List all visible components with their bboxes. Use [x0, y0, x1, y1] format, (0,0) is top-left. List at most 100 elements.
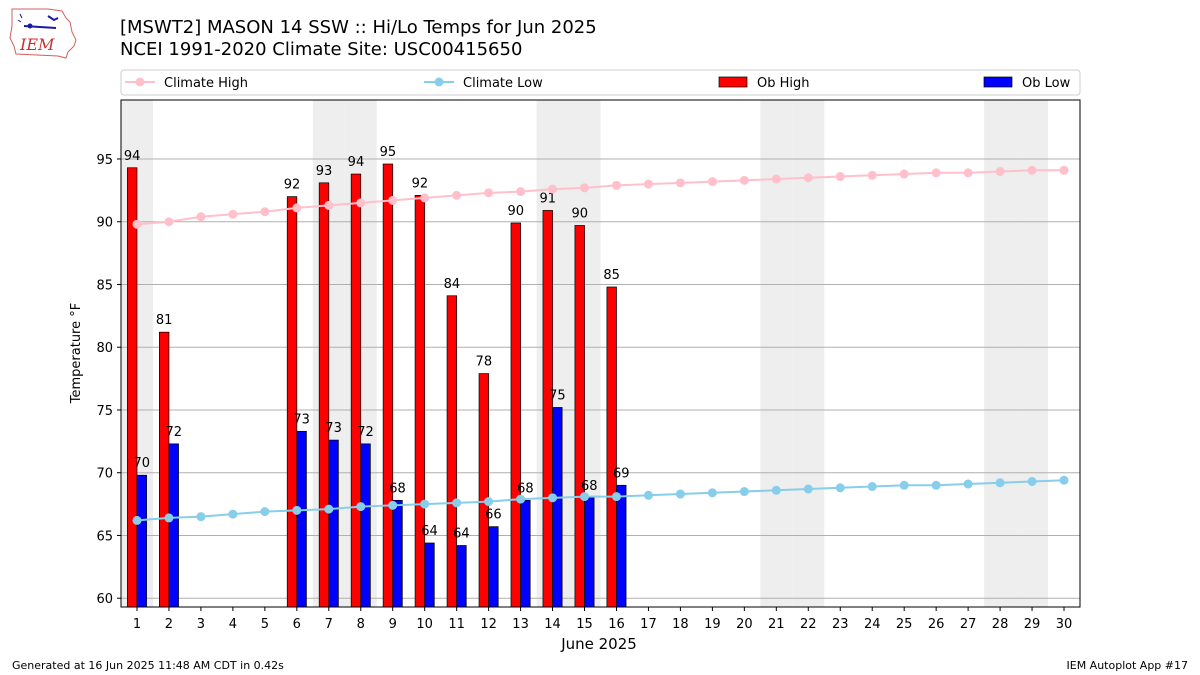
climate-high-point	[260, 207, 270, 217]
ob-low-label: 68	[517, 481, 534, 496]
x-tick-label: 21	[768, 617, 785, 632]
x-tick-label: 10	[416, 617, 433, 632]
climate-low-point	[899, 480, 909, 490]
x-tick-label: 28	[992, 617, 1009, 632]
climate-high-point	[516, 187, 526, 197]
climate-low-point	[388, 500, 398, 510]
x-tick-label: 26	[928, 617, 945, 632]
weekend-shade	[792, 100, 825, 607]
climate-low-point	[643, 490, 653, 500]
x-tick-label: 9	[389, 617, 397, 632]
ob-high-bar	[574, 225, 585, 608]
climate-high-point	[771, 174, 781, 184]
climate-high-point	[835, 172, 845, 182]
climate-high-point	[324, 200, 334, 210]
ob-high-label: 94	[124, 149, 141, 164]
y-tick-label: 65	[96, 529, 113, 544]
x-tick-label: 8	[357, 617, 365, 632]
x-tick-label: 5	[261, 617, 269, 632]
ob-high-bar	[382, 163, 394, 608]
climate-low-point	[867, 482, 877, 492]
climate-high-point	[292, 203, 302, 213]
ob-high-bar	[510, 222, 521, 608]
legend-marker-swatch	[434, 77, 444, 87]
x-tick-label: 4	[229, 617, 237, 632]
ob-low-bar	[328, 439, 339, 608]
ob-high-label: 81	[156, 313, 173, 328]
ob-low-bar	[456, 545, 467, 608]
ob-high-bar	[606, 286, 617, 608]
x-tick-label: 6	[293, 617, 301, 632]
x-tick-label: 23	[832, 617, 849, 632]
ob-low-bar	[296, 430, 307, 608]
climate-low-point	[356, 502, 366, 512]
climate-low-point	[228, 509, 238, 519]
climate-high-point	[707, 177, 717, 187]
logo-text: IEM	[19, 35, 55, 54]
y-tick-label: 95	[96, 153, 113, 168]
ob-low-label: 68	[581, 479, 598, 494]
x-tick-label: 3	[197, 617, 205, 632]
y-tick-label: 60	[96, 592, 113, 607]
x-tick-label: 20	[736, 617, 753, 632]
ob-low-label: 70	[134, 456, 151, 471]
ob-high-bar	[446, 295, 457, 608]
climate-low-point	[707, 488, 717, 498]
ob-low-bar	[360, 443, 371, 608]
y-tick-label: 85	[96, 278, 113, 293]
generated-footer: Generated at 16 Jun 2025 11:48 AM CDT in…	[12, 659, 284, 672]
climate-low-point	[452, 498, 462, 508]
ob-low-bar	[552, 407, 563, 608]
chart-title: [MSWT2] MASON 14 SSW :: Hi/Lo Temps for …	[120, 17, 597, 38]
x-tick-label: 1	[133, 617, 141, 632]
climate-low-point	[931, 480, 941, 490]
climate-low-point	[1059, 475, 1069, 485]
ob-low-label: 73	[293, 412, 310, 427]
x-tick-label: 25	[896, 617, 913, 632]
climate-high-line	[136, 169, 1065, 226]
ob-low-label: 72	[357, 425, 374, 440]
x-tick-label: 19	[704, 617, 721, 632]
ob-high-label: 85	[603, 268, 620, 283]
weekend-shade	[760, 100, 793, 607]
climate-low-point	[292, 505, 302, 515]
climate-high-point	[580, 183, 590, 193]
climate-low-point	[580, 492, 590, 502]
x-tick-label: 2	[165, 617, 173, 632]
ob-high-label: 92	[284, 178, 301, 193]
climate-high-point	[739, 175, 749, 185]
ob-low-bar	[616, 484, 627, 608]
legend-label: Ob Low	[1022, 76, 1071, 91]
climate-low-point	[196, 512, 206, 522]
climate-low-point	[1027, 477, 1037, 487]
x-tick-label: 14	[544, 617, 561, 632]
x-tick-label: 18	[672, 617, 689, 632]
x-tick-label: 22	[800, 617, 817, 632]
ob-low-label: 69	[613, 466, 630, 481]
ob-low-bar	[520, 499, 531, 608]
climate-high-point	[867, 170, 877, 180]
ob-low-bar	[584, 497, 595, 608]
x-tick-label: 30	[1056, 617, 1073, 632]
ob-high-bar	[414, 195, 426, 608]
climate-high-point	[164, 217, 174, 227]
climate-high-point	[356, 198, 366, 208]
ob-high-label: 84	[444, 277, 461, 292]
ob-high-bar	[159, 331, 170, 608]
ob-high-label: 92	[412, 176, 429, 191]
climate-low-point	[803, 484, 813, 494]
climate-low-point	[771, 485, 781, 495]
x-tick-label: 7	[325, 617, 333, 632]
ob-high-bar	[127, 167, 138, 608]
ob-high-label: 95	[380, 145, 397, 160]
iem-logo: IEM	[9, 8, 77, 59]
legend-label: Ob High	[757, 76, 810, 91]
legend-bar-swatch	[983, 76, 1013, 88]
legend-box	[120, 69, 1081, 96]
climate-high-point	[643, 179, 653, 189]
climate-high-point	[675, 178, 685, 188]
climate-high-point	[899, 169, 909, 179]
ob-high-bar	[542, 210, 553, 608]
y-tick-label: 75	[96, 404, 113, 419]
ob-low-label: 68	[389, 481, 406, 496]
